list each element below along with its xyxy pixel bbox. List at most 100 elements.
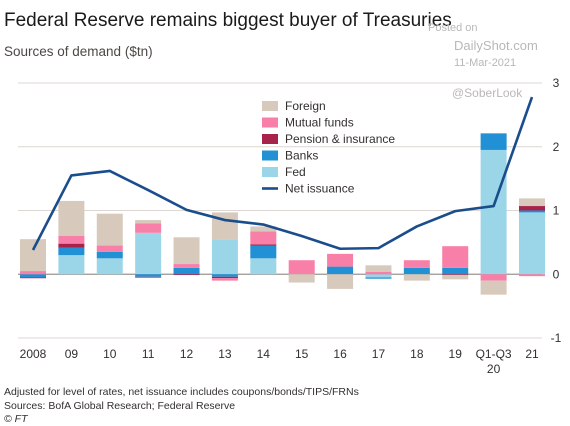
bar-segment [519, 206, 545, 211]
bar-segment [365, 274, 392, 278]
bars [20, 133, 545, 295]
y-tick-label: 0 [553, 267, 560, 281]
chart-title: Federal Reserve remains biggest buyer of… [4, 10, 452, 31]
legend-label: Pension & insurance [285, 132, 395, 146]
bar-segment [173, 274, 200, 276]
bar-segment [96, 245, 123, 252]
bar-segment [58, 243, 85, 248]
legend-label: Net issuance [285, 182, 355, 196]
bar-segment [20, 277, 46, 279]
x-tick-label: 09 [65, 347, 79, 361]
bar-segment [211, 274, 238, 277]
bar-segment [211, 239, 238, 275]
bar-segment [288, 260, 315, 275]
x-tick-label: 13 [218, 347, 232, 361]
bar-segment [173, 267, 200, 275]
bar-segment [519, 210, 545, 213]
bar-segment [20, 239, 46, 272]
x-tick-label: 15 [295, 347, 309, 361]
bar-segment [135, 220, 162, 224]
footnote-adjustment: Adjusted for level of rates, net issuanc… [4, 386, 359, 398]
bar-segment [58, 255, 85, 275]
legend-label: Banks [285, 149, 318, 163]
net-issuance-line [31, 96, 534, 251]
bar-segment [442, 267, 469, 275]
bar-segment [135, 232, 162, 275]
bar-segment [480, 133, 507, 150]
bar-segment [365, 277, 392, 279]
bar-segment [250, 231, 277, 245]
legend-swatch [262, 101, 278, 111]
bar-segment [135, 276, 162, 278]
x-tick-label: 21 [525, 347, 539, 361]
legend: Foreign Mutual funds Pension & insurance Ba… [262, 99, 395, 196]
bar-segment [442, 274, 469, 280]
x-tick-label: 2008 [20, 347, 47, 361]
bar-segment [96, 251, 123, 259]
bar-segment [250, 258, 277, 275]
bar-segment [365, 271, 392, 275]
y-tick-label: -1 [551, 331, 562, 345]
bar-segment [20, 274, 46, 278]
bar-segment [442, 246, 469, 268]
x-tick-label: Q1-Q3 [476, 347, 512, 361]
bar-segment [403, 260, 430, 268]
y-tick-label: 1 [553, 204, 560, 218]
legend-swatch [262, 167, 278, 177]
bar-segment [327, 266, 354, 275]
x-tick-label: 11 [142, 347, 155, 361]
bar-segment [20, 271, 46, 275]
x-tick-label: 10 [103, 347, 117, 361]
bar-segment [211, 276, 238, 279]
footnote-sources: Sources: BofA Global Research; Federal R… [4, 400, 236, 412]
legend-swatch [262, 134, 278, 144]
net-issuance-line-path [31, 96, 534, 251]
bar-segment [365, 265, 392, 272]
legend-swatch [262, 117, 278, 128]
x-tick-label: 17 [372, 347, 386, 361]
bar-segment [250, 245, 277, 259]
legend-label: Mutual funds [285, 116, 354, 130]
footnote-credit: © FT [4, 413, 28, 425]
bar-segment [480, 280, 507, 295]
watermark-date: 11-Mar-2021 [454, 57, 517, 69]
y-axis: -1 0 1 2 3 [551, 76, 562, 345]
bar-segment [327, 253, 354, 267]
bar-segment [135, 223, 162, 233]
bar-segment [519, 198, 545, 207]
x-tick-label: 18 [410, 347, 424, 361]
bar-segment [519, 212, 545, 275]
y-tick-label: 3 [553, 76, 560, 90]
legend-label: Fed [285, 165, 306, 179]
bar-segment [327, 274, 354, 289]
bar-segment [135, 274, 162, 277]
bar-segment [403, 274, 430, 281]
bar-segment [288, 274, 315, 283]
x-tick-label: 14 [257, 347, 271, 361]
bar-segment [173, 237, 200, 265]
bar-segment [58, 247, 85, 256]
bar-segment [250, 226, 277, 232]
bar-segment [250, 244, 277, 246]
legend-swatch [262, 150, 278, 161]
watermark-posted-on: Posted on [428, 22, 478, 34]
bar-segment [58, 200, 85, 236]
bar-segment [442, 274, 469, 276]
bar-segment [480, 149, 507, 275]
bar-segment [96, 258, 123, 275]
bar-segment [211, 278, 238, 281]
y-tick-label: 2 [553, 140, 560, 154]
x-tick-label: 20 [487, 362, 501, 376]
legend-label: Foreign [285, 99, 326, 113]
bar-segment [58, 236, 85, 244]
bar-segment [173, 264, 200, 268]
watermark-handle: @SoberLook [452, 86, 523, 100]
x-tick-label: 12 [180, 347, 194, 361]
watermark-site: DailyShot.com [454, 38, 538, 53]
bar-segment [480, 274, 507, 281]
x-tick-label: 19 [449, 347, 463, 361]
bar-segment [403, 267, 430, 275]
chart-subtitle: Sources of demand ($tn) [4, 44, 153, 59]
bar-segment [519, 274, 545, 277]
